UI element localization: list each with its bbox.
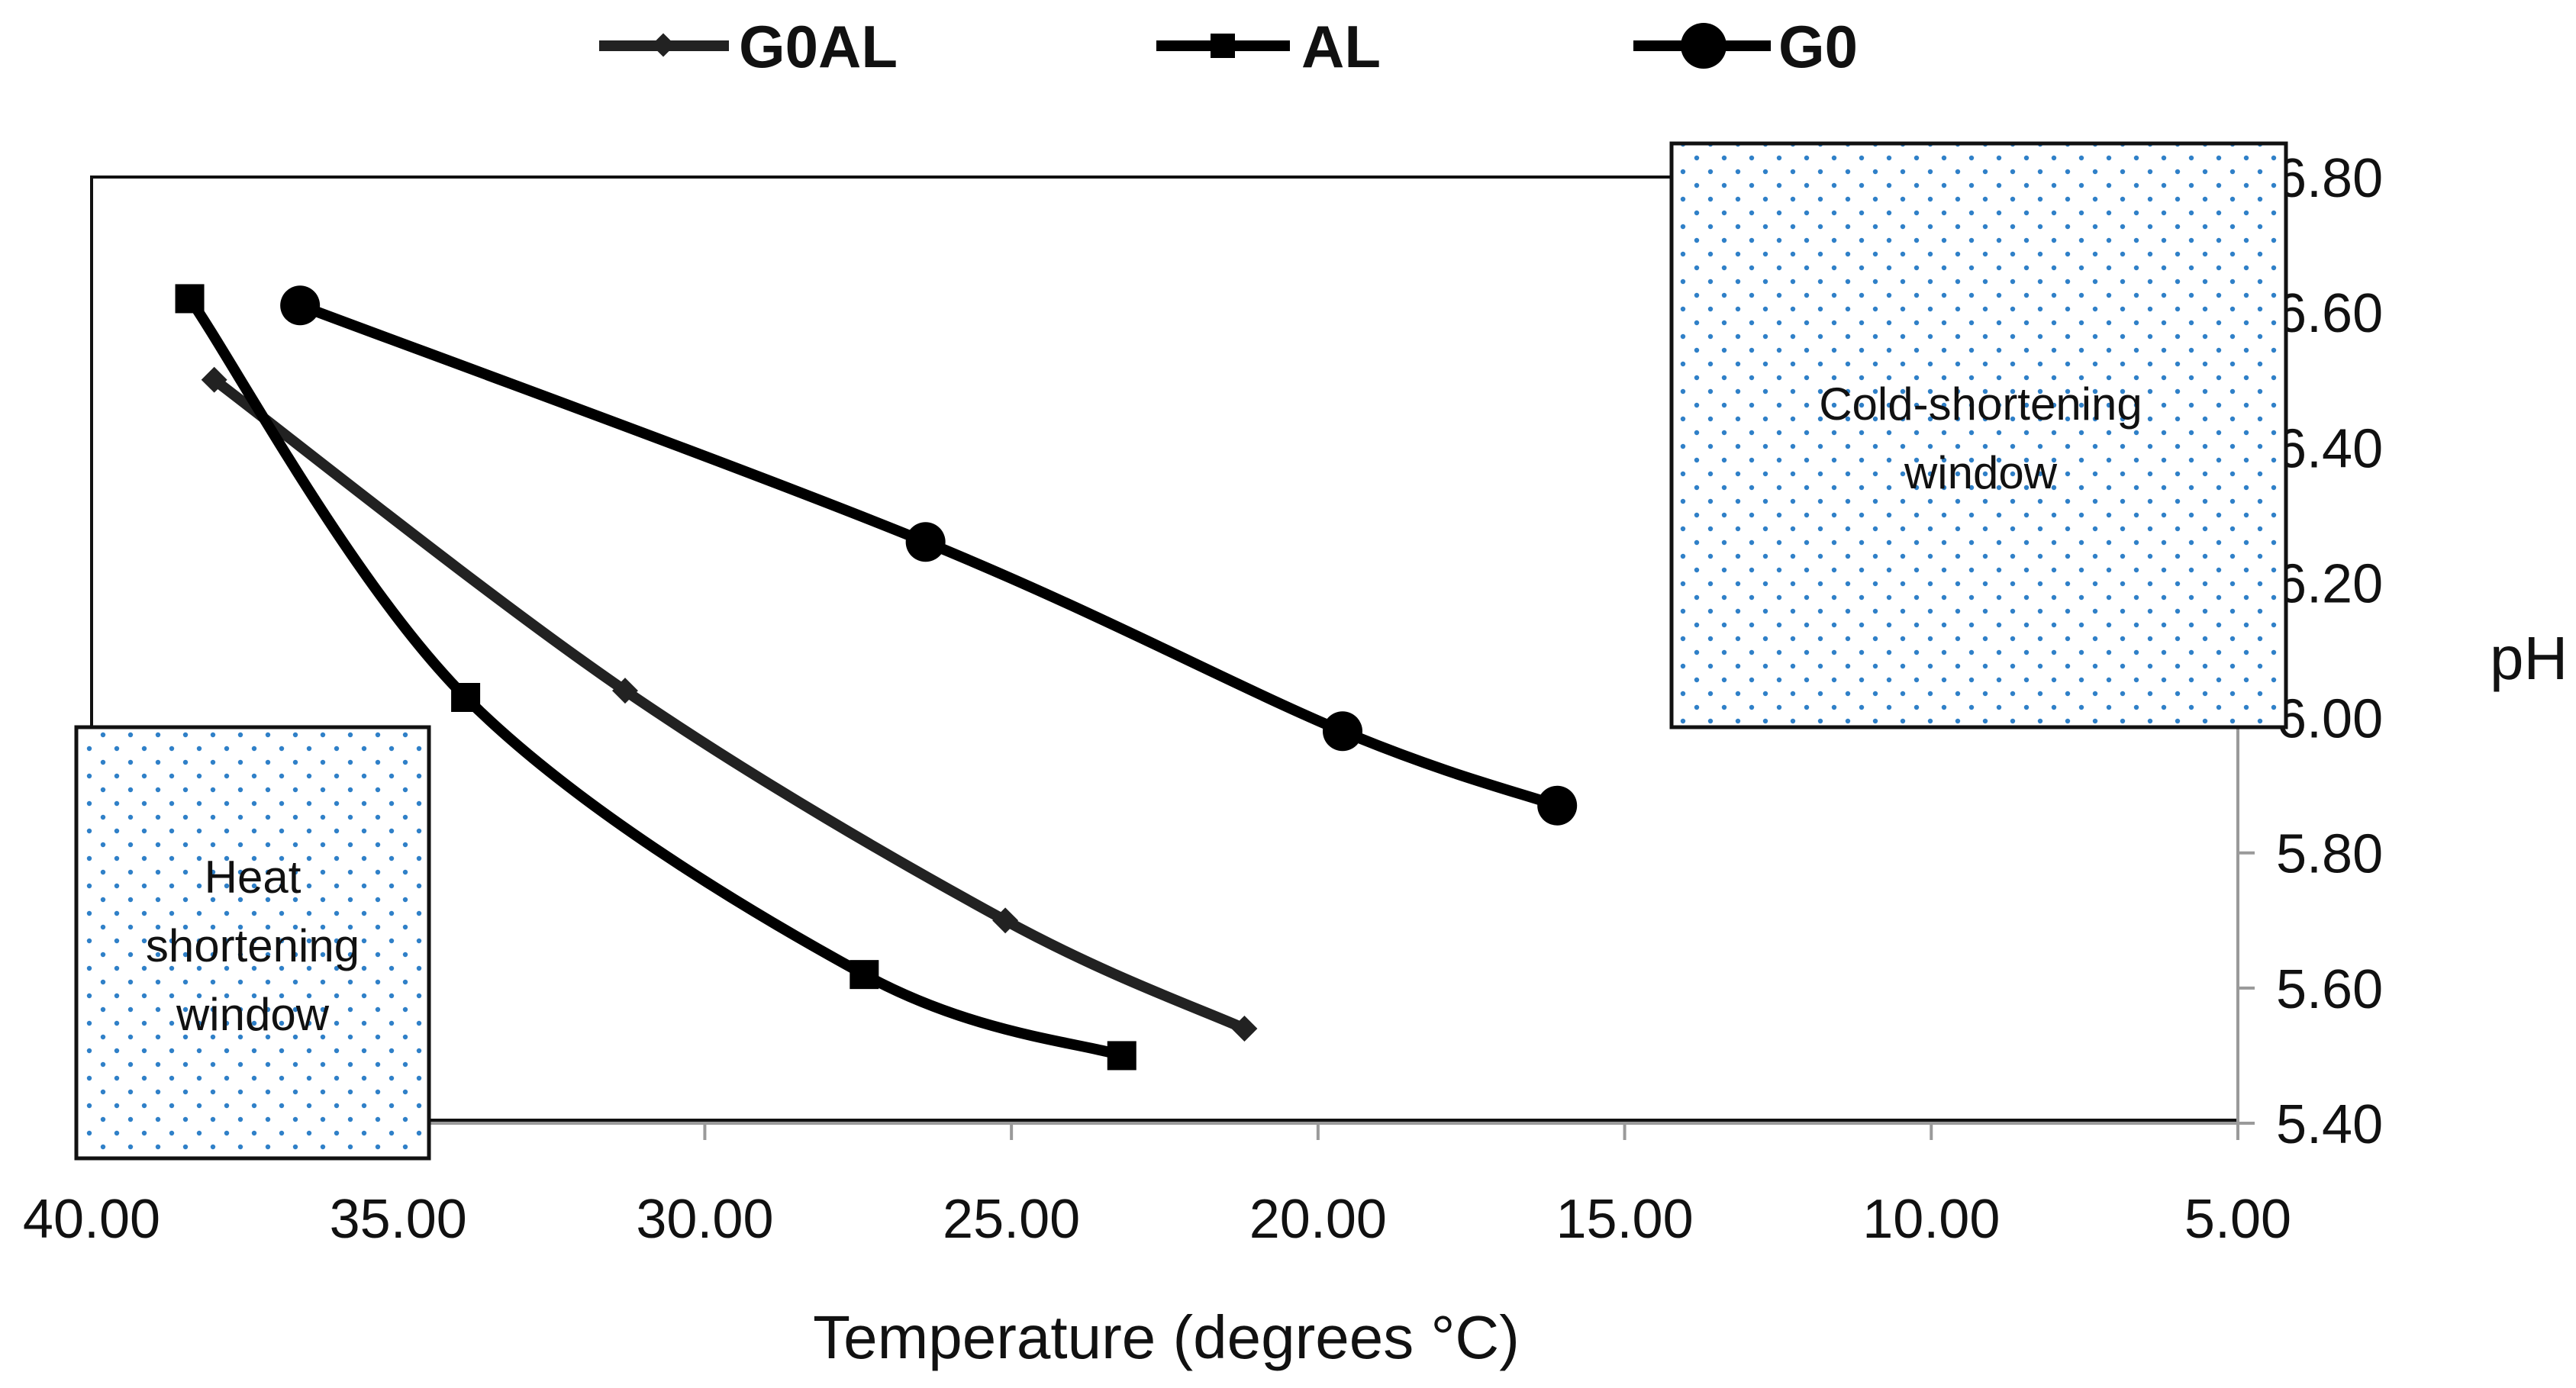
x-tick-label: 40.00 xyxy=(23,1189,160,1250)
data-point-g0 xyxy=(905,522,946,562)
series-line-al xyxy=(184,293,1127,1061)
x-tick-label: 5.00 xyxy=(2184,1189,2291,1250)
x-tick-label: 25.00 xyxy=(943,1189,1080,1250)
data-point-g0 xyxy=(1322,711,1362,752)
data-point-g0al xyxy=(612,678,638,704)
heat-shortening-label-line-2: shortening xyxy=(146,920,359,971)
heat-shortening-window: Heat shortening window xyxy=(74,725,431,1161)
x-axis: 40.00 35.00 30.00 25.00 20.00 15.00 10.00 5.00 xyxy=(23,1122,2291,1250)
x-tick-labels: 40.00 35.00 30.00 25.00 20.00 15.00 10.00 5.00 xyxy=(23,1189,2291,1250)
legend-label-g0: G0 xyxy=(1778,13,1858,80)
legend-marker-g0 xyxy=(1681,23,1726,69)
legend-item-al: AL xyxy=(1156,13,1381,80)
cold-shortening-label-line-2: window xyxy=(1904,447,2058,498)
cold-shortening-label-line-1: Cold-shortening xyxy=(1819,378,2142,430)
data-point-g0al xyxy=(201,366,227,393)
y-tick-label: 6.00 xyxy=(2276,689,2383,750)
heat-shortening-box xyxy=(74,725,431,1161)
series-g0 xyxy=(280,285,1578,826)
data-point-g0al xyxy=(992,907,1019,934)
y-tick-label: 5.40 xyxy=(2276,1094,2383,1155)
data-point-al xyxy=(1107,1041,1136,1071)
data-point-al xyxy=(175,284,205,314)
series-al xyxy=(175,284,1136,1071)
x-tick-label: 20.00 xyxy=(1249,1189,1387,1250)
data-point-g0al xyxy=(1231,1016,1258,1042)
legend-marker-al xyxy=(1211,34,1235,58)
legend-label-g0al: G0AL xyxy=(739,13,898,80)
y-axis-title: pH xyxy=(2490,624,2568,692)
cold-shortening-window: Cold-shortening window xyxy=(1669,141,2288,729)
heat-shortening-label-line-3: window xyxy=(176,989,330,1040)
data-point-al xyxy=(850,960,879,990)
series-g0al xyxy=(201,366,1258,1042)
legend-label-al: AL xyxy=(1301,13,1381,80)
legend-item-g0: G0 xyxy=(1633,13,1858,80)
data-point-al xyxy=(451,683,481,712)
y-tick-label: 5.60 xyxy=(2276,959,2383,1020)
y-tick-labels: 5.40 5.60 5.80 6.00 6.20 6.40 6.60 6.80 xyxy=(2276,148,2383,1155)
y-tick-label: 6.40 xyxy=(2276,418,2383,479)
data-point-g0 xyxy=(1537,785,1578,826)
y-tick-label: 6.60 xyxy=(2276,283,2383,344)
legend-item-g0al: G0AL xyxy=(599,13,898,80)
x-tick-label: 15.00 xyxy=(1556,1189,1693,1250)
series-line-g0 xyxy=(295,300,1563,811)
x-tick-label: 30.00 xyxy=(636,1189,773,1250)
legend-marker-g0al xyxy=(651,33,675,57)
data-point-g0 xyxy=(280,285,321,326)
cold-shortening-box xyxy=(1669,141,2288,729)
y-tick-label: 6.20 xyxy=(2276,553,2383,614)
x-tick-label: 10.00 xyxy=(1862,1189,2000,1250)
y-tick-label: 6.80 xyxy=(2276,148,2383,209)
series-line-g0al xyxy=(208,374,1250,1034)
x-axis-title: Temperature (degrees °C) xyxy=(813,1303,1520,1371)
legend: G0AL AL G0 xyxy=(599,13,1858,80)
series-layer xyxy=(175,284,1578,1071)
heat-shortening-label-line-1: Heat xyxy=(205,852,301,903)
x-tick-label: 35.00 xyxy=(330,1189,467,1250)
y-tick-label: 5.80 xyxy=(2276,824,2383,885)
